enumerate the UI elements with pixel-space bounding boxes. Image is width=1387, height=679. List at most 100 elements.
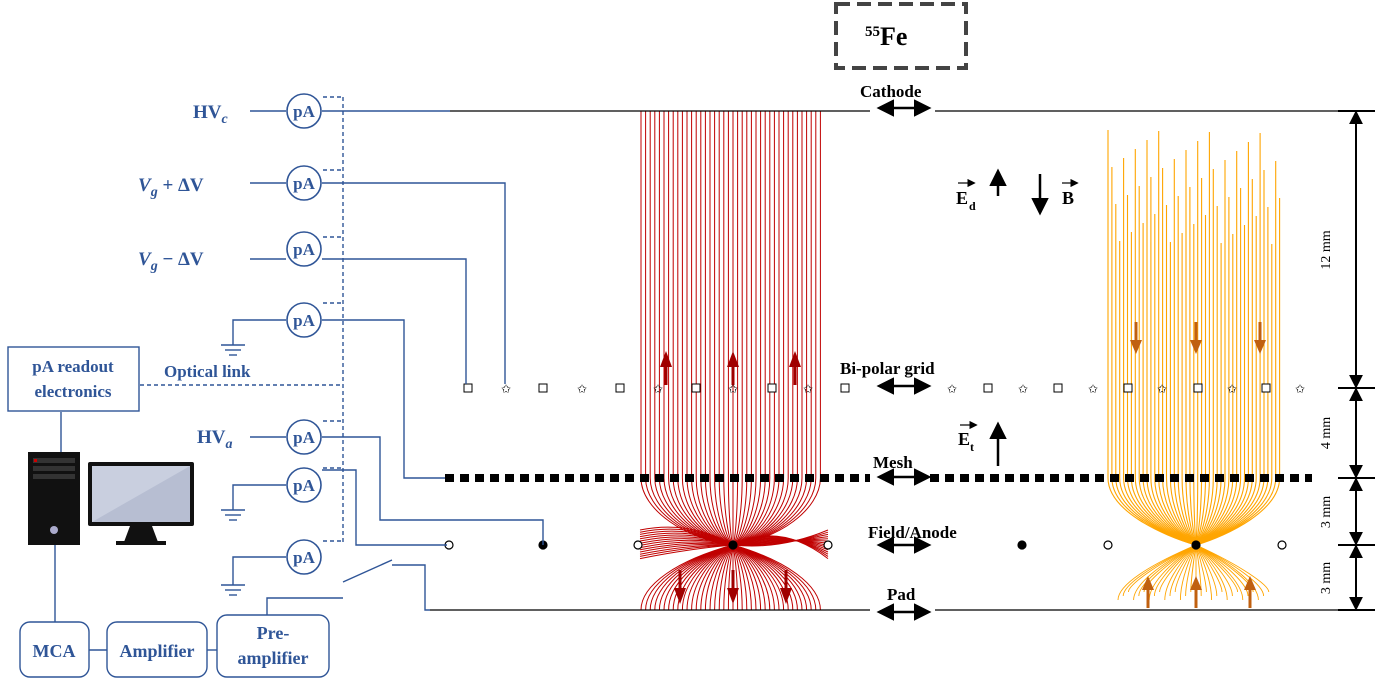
grid-wire-star: ✩: [1018, 382, 1028, 396]
drift-line-lower: [1195, 544, 1223, 593]
drift-line: [681, 111, 734, 546]
grid-wire-square: [615, 383, 625, 393]
pad-label: Pad: [887, 585, 916, 604]
drift-line: [732, 111, 812, 546]
grid-wire-square: [1261, 383, 1271, 393]
readout-line2: electronics: [34, 382, 111, 401]
drift-line-lower: [1195, 544, 1239, 593]
readout-line1: pA readout: [32, 357, 114, 376]
drift-line-lower: [1195, 544, 1218, 597]
drift-line-lower: [1174, 544, 1197, 593]
dimension-bars: [1338, 110, 1375, 611]
drift-direction-arrow: [789, 351, 801, 367]
drift-direction-arrow: [1190, 340, 1202, 354]
hv-a-label: HVa: [197, 427, 233, 452]
drift-line: [732, 111, 803, 546]
svg-text:pA: pA: [293, 174, 315, 193]
vg-minus-label: Vg − ΔV: [138, 249, 204, 274]
electron-drift-lines-right: [1107, 130, 1281, 608]
dim-3mm-a: 3 mm: [1319, 496, 1334, 528]
drift-line-lower: [714, 544, 734, 611]
grid-wire-star: ✩: [1157, 382, 1167, 396]
transfer-field-vector: E t: [958, 420, 1007, 466]
drift-line-lower: [732, 544, 743, 611]
anode-wire: [1017, 540, 1027, 550]
vg-plus-label: Vg + ΔV: [138, 175, 204, 200]
grid-wire-square: [1053, 383, 1063, 393]
ammeter-2: pA: [286, 165, 322, 201]
electron-drift-lines-left: [639, 111, 829, 611]
drift-line: [1134, 149, 1197, 546]
drift-direction-arrow: [727, 588, 739, 604]
drift-line: [1150, 177, 1197, 546]
mca-box: [19, 621, 90, 678]
computer-tower-icon: [28, 452, 80, 545]
drift-line-lower: [1195, 544, 1244, 601]
drift-line-lower: [1179, 544, 1197, 601]
svg-text:pA: pA: [293, 476, 315, 495]
drift-line: [714, 111, 734, 546]
drift-line-lower: [1164, 544, 1197, 601]
optical-link-label: Optical link: [164, 362, 251, 381]
svg-text:d: d: [969, 199, 976, 213]
source-label: 55Fe: [865, 22, 907, 51]
drift-line: [1195, 206, 1218, 546]
drift-line-lower: [1195, 544, 1213, 601]
ammeter-3: pA: [286, 231, 322, 267]
svg-text:pA: pA: [293, 548, 315, 567]
preamp-label-1: Pre-: [257, 623, 290, 643]
preamp-box: [216, 614, 330, 678]
svg-text:B: B: [1062, 188, 1074, 208]
drift-line: [1189, 187, 1197, 546]
dim-4mm: 4 mm: [1319, 417, 1334, 449]
bi-polar-grid-wires: ✩ ✩ ✩ ✩ ✩ ✩ ✩ ✩ ✩ ✩ ✩: [463, 382, 1305, 396]
drift-direction-arrow: [727, 351, 739, 367]
grid-wire-square: [983, 383, 993, 393]
field-wire: [1103, 540, 1113, 550]
drift-line-lower: [1153, 544, 1197, 597]
grid-wire-star: ✩: [803, 382, 813, 396]
drift-line-lower: [732, 544, 752, 611]
hv-c-label: HVc: [193, 102, 229, 127]
svg-text:pA: pA: [293, 102, 315, 121]
svg-text:t: t: [970, 440, 974, 454]
svg-text:pA: pA: [293, 428, 315, 447]
drift-direction-arrow: [1130, 340, 1142, 354]
drift-line-lower: [1195, 544, 1207, 593]
svg-text:pA: pA: [293, 240, 315, 259]
field-anode-wires: [444, 540, 1287, 550]
ammeter-7: pA: [286, 539, 322, 575]
drift-direction-arrow: [1244, 576, 1256, 590]
anode-wire: [1191, 540, 1201, 550]
drift-line-lower: [1195, 544, 1233, 597]
drift-line: [732, 111, 789, 546]
drift-line-lower: [1195, 544, 1249, 597]
drift-line-lower: [1185, 544, 1197, 597]
grid-wire-star: ✩: [728, 382, 738, 396]
grid-wire-square: [840, 383, 850, 393]
drift-line: [1195, 178, 1203, 546]
drift-line-lower: [1195, 544, 1202, 597]
drift-line: [1173, 159, 1197, 546]
drift-line: [1195, 170, 1265, 546]
dim-12mm: 12 mm: [1319, 230, 1334, 269]
mesh-label: Mesh: [873, 453, 913, 472]
svg-text:E: E: [956, 188, 968, 208]
drift-line-lower: [1195, 544, 1270, 593]
drift-line-lower: [718, 544, 734, 611]
grid-wire-star: ✩: [577, 382, 587, 396]
grid-wire-star: ✩: [501, 382, 511, 396]
drift-direction-arrow: [1254, 340, 1266, 354]
mca-label: MCA: [33, 641, 76, 661]
drift-line-lower: [704, 544, 734, 611]
gap-double-arrows: [876, 99, 932, 621]
grid-wire-square: [1123, 383, 1133, 393]
drift-line-lower: [732, 544, 771, 611]
field-wire: [1277, 540, 1287, 550]
drift-line: [732, 111, 817, 546]
drift-line: [727, 111, 734, 546]
drift-line-lower: [732, 544, 762, 611]
grid-label: Bi-polar grid: [840, 359, 935, 378]
ammeters: pA pA pA pA pA pA pA: [286, 93, 322, 575]
